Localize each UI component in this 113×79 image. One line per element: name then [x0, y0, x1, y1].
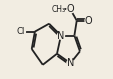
Circle shape — [57, 32, 64, 39]
Text: O: O — [84, 16, 92, 26]
Text: O: O — [66, 5, 74, 14]
Text: CH₃: CH₃ — [51, 5, 65, 14]
Circle shape — [53, 4, 63, 15]
Circle shape — [16, 27, 25, 36]
Circle shape — [66, 60, 73, 67]
Text: Cl: Cl — [16, 27, 25, 36]
Circle shape — [66, 6, 73, 13]
Text: N: N — [57, 31, 64, 41]
Text: N: N — [66, 58, 73, 68]
Circle shape — [84, 17, 91, 24]
